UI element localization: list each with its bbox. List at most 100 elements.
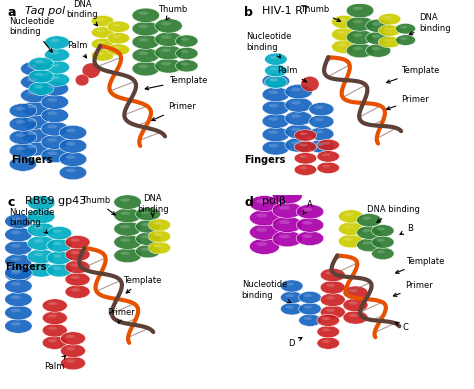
Ellipse shape	[61, 332, 85, 345]
Ellipse shape	[65, 248, 90, 261]
Ellipse shape	[272, 188, 302, 204]
Ellipse shape	[356, 226, 382, 239]
Ellipse shape	[356, 238, 382, 252]
Ellipse shape	[50, 51, 59, 54]
Ellipse shape	[16, 107, 26, 110]
Ellipse shape	[337, 43, 346, 46]
Ellipse shape	[322, 317, 330, 320]
Text: Nucleotide
binding: Nucleotide binding	[9, 208, 55, 233]
Text: Taq pol: Taq pol	[25, 6, 65, 16]
Ellipse shape	[296, 204, 324, 219]
Ellipse shape	[291, 114, 301, 118]
Ellipse shape	[296, 218, 324, 232]
Ellipse shape	[362, 229, 372, 232]
Ellipse shape	[50, 76, 59, 79]
Ellipse shape	[71, 238, 80, 242]
Ellipse shape	[249, 196, 280, 212]
Ellipse shape	[296, 231, 324, 245]
Ellipse shape	[27, 236, 55, 251]
Ellipse shape	[181, 38, 189, 41]
Ellipse shape	[59, 165, 87, 180]
Text: Thumb: Thumb	[158, 5, 188, 20]
Ellipse shape	[299, 144, 308, 147]
Text: D: D	[289, 338, 302, 348]
Ellipse shape	[27, 249, 55, 264]
Text: Fingers: Fingers	[5, 262, 46, 272]
Ellipse shape	[294, 164, 317, 175]
Ellipse shape	[249, 210, 280, 226]
Ellipse shape	[372, 247, 394, 260]
Ellipse shape	[343, 298, 368, 312]
Ellipse shape	[153, 222, 162, 225]
Ellipse shape	[249, 238, 280, 254]
Ellipse shape	[138, 25, 148, 28]
Ellipse shape	[28, 57, 54, 71]
Ellipse shape	[315, 143, 324, 146]
Ellipse shape	[107, 44, 130, 55]
Ellipse shape	[91, 38, 114, 50]
Ellipse shape	[47, 151, 57, 155]
Ellipse shape	[16, 133, 26, 137]
Ellipse shape	[91, 15, 114, 27]
Ellipse shape	[96, 18, 105, 21]
Ellipse shape	[285, 111, 312, 126]
Ellipse shape	[53, 254, 62, 258]
Ellipse shape	[53, 230, 62, 233]
Ellipse shape	[262, 140, 290, 155]
Ellipse shape	[47, 226, 72, 240]
Ellipse shape	[47, 251, 72, 265]
Ellipse shape	[141, 210, 150, 214]
Ellipse shape	[11, 295, 21, 299]
Ellipse shape	[294, 130, 317, 141]
Ellipse shape	[45, 73, 70, 86]
Ellipse shape	[112, 24, 120, 26]
Text: Template: Template	[123, 276, 162, 293]
Ellipse shape	[28, 70, 54, 83]
Ellipse shape	[349, 301, 358, 305]
Text: RB69 gp43: RB69 gp43	[25, 196, 86, 207]
Ellipse shape	[304, 294, 312, 297]
Ellipse shape	[11, 269, 21, 272]
Ellipse shape	[34, 212, 44, 216]
Ellipse shape	[47, 85, 57, 88]
Ellipse shape	[27, 263, 55, 277]
Ellipse shape	[286, 294, 294, 297]
Ellipse shape	[5, 241, 32, 255]
Ellipse shape	[66, 359, 75, 363]
Ellipse shape	[48, 302, 57, 305]
Ellipse shape	[356, 214, 382, 227]
Ellipse shape	[344, 225, 353, 228]
Ellipse shape	[66, 347, 75, 350]
Ellipse shape	[28, 82, 54, 95]
Text: Palm: Palm	[45, 356, 65, 371]
Ellipse shape	[377, 250, 385, 253]
Ellipse shape	[65, 260, 90, 273]
Ellipse shape	[322, 165, 330, 168]
Text: polβ: polβ	[262, 196, 286, 207]
Ellipse shape	[34, 60, 44, 63]
Ellipse shape	[20, 102, 48, 116]
Ellipse shape	[27, 209, 55, 224]
Ellipse shape	[299, 132, 308, 135]
Ellipse shape	[91, 27, 114, 38]
Ellipse shape	[153, 233, 162, 236]
Ellipse shape	[279, 220, 290, 224]
Ellipse shape	[343, 286, 368, 300]
Text: DNA binding: DNA binding	[367, 205, 420, 223]
Ellipse shape	[42, 324, 67, 337]
Ellipse shape	[299, 166, 308, 170]
Ellipse shape	[16, 160, 26, 164]
Ellipse shape	[338, 222, 364, 235]
Ellipse shape	[272, 202, 302, 218]
Ellipse shape	[317, 139, 339, 151]
Ellipse shape	[120, 198, 130, 202]
Text: d: d	[244, 196, 253, 209]
Ellipse shape	[34, 199, 44, 203]
Ellipse shape	[262, 100, 290, 115]
Ellipse shape	[270, 79, 278, 82]
Text: Nucleotide
binding: Nucleotide binding	[242, 280, 291, 303]
Ellipse shape	[353, 20, 363, 24]
Ellipse shape	[27, 91, 37, 95]
Ellipse shape	[268, 130, 278, 134]
Ellipse shape	[5, 254, 32, 268]
